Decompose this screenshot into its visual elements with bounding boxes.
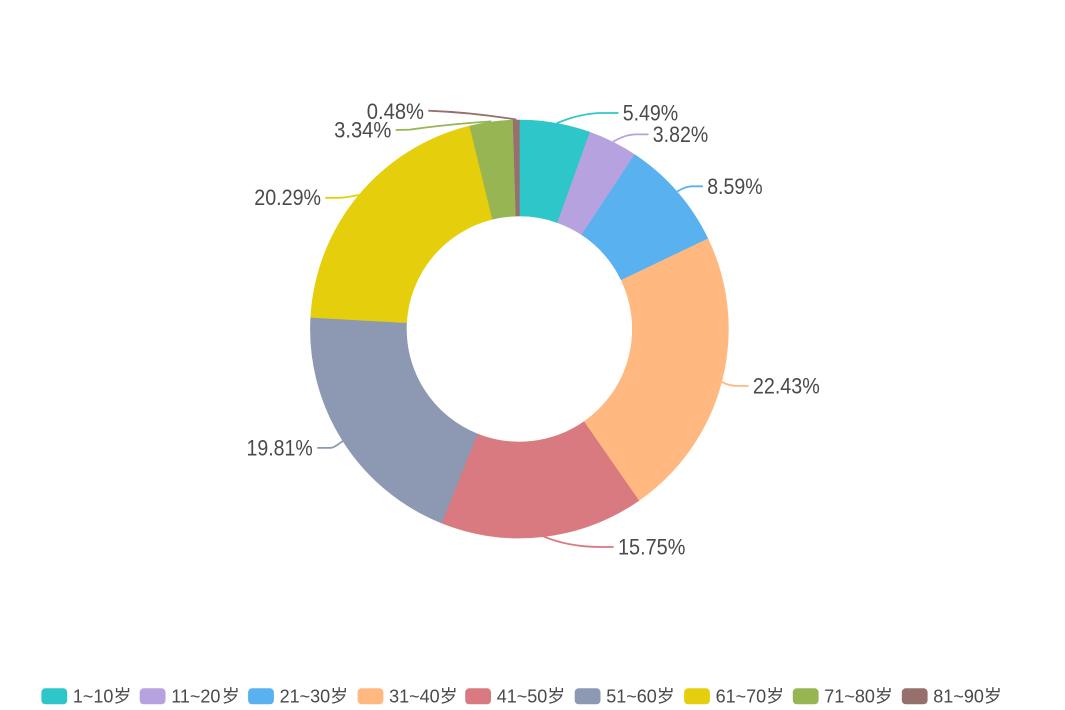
- svg-text:11~20: 11~20: [171, 686, 220, 706]
- svg-text:21~30: 21~30: [280, 686, 331, 706]
- svg-text:31~40: 31~40: [389, 686, 440, 706]
- svg-text:3.82%: 3.82%: [653, 122, 709, 147]
- svg-text:8.59%: 8.59%: [707, 174, 763, 199]
- svg-text:71~80: 71~80: [824, 686, 875, 706]
- svg-text:51~60: 51~60: [606, 686, 657, 706]
- svg-text:3.34%: 3.34%: [334, 118, 391, 143]
- svg-text:19.81%: 19.81%: [247, 435, 313, 460]
- svg-text:81~90: 81~90: [933, 686, 984, 706]
- svg-text:15.75%: 15.75%: [618, 535, 686, 560]
- svg-text:41~50: 41~50: [497, 686, 548, 706]
- svg-text:5.49%: 5.49%: [623, 101, 679, 126]
- svg-text:1~10: 1~10: [73, 686, 114, 706]
- svg-text:20.29%: 20.29%: [254, 185, 321, 210]
- svg-text:61~70: 61~70: [716, 686, 767, 706]
- svg-text:22.43%: 22.43%: [753, 374, 820, 399]
- svg-text:0.48%: 0.48%: [367, 99, 424, 124]
